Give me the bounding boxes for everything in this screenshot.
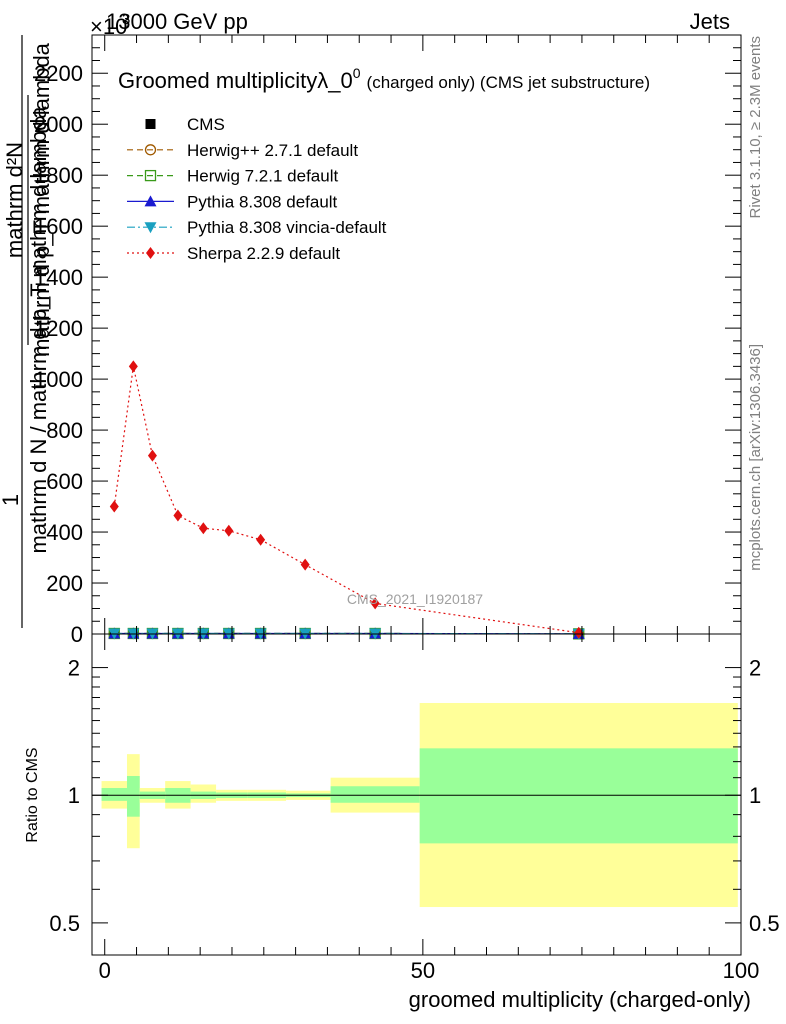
- main-axes: 0 200 400 600 800 1000 1200 1400 1600 1800 2000 220…: [34, 34, 742, 647]
- plot-title: Groomed multiplicityλ_00 (charged only) (…: [118, 65, 650, 93]
- legend-marker: [144, 169, 157, 182]
- main-y-tick-label: 1400: [34, 265, 83, 290]
- legend: CMS Herwig++ 2.7.1 default Herwig 7.2.1 de…: [127, 115, 387, 263]
- main-y-tick-label: 2200: [34, 61, 83, 86]
- main-y-tick-label: 1600: [34, 214, 83, 239]
- y-label-dN-top: mathrm d²N: [2, 142, 27, 258]
- data-point: [109, 500, 119, 513]
- legend-item: CMS: [145, 115, 225, 134]
- mcplots-label: mcplots.cern.ch [arXiv:1306.3436]: [747, 344, 764, 571]
- ratio-frame: [91, 633, 742, 956]
- legend-marker: [144, 144, 157, 156]
- ratio-y-tick-label: 2: [68, 656, 80, 681]
- legend-marker: [145, 119, 156, 129]
- ratio-y-tick-label-right: 0.5: [749, 911, 780, 936]
- ratio-x-tick-label: 50: [411, 958, 435, 983]
- legend-label: CMS: [187, 115, 225, 134]
- ratio-axes: 0.5 0.5 1 1 2 2 0 50 100: [49, 633, 780, 983]
- ratio-y-tick-label: 0.5: [49, 911, 80, 936]
- ratio-band-green: [330, 786, 420, 803]
- legend-label: Herwig++ 2.7.1 default: [187, 141, 358, 160]
- plot-title-suffix: (charged only) (CMS jet substructure): [367, 73, 650, 92]
- data-point: [173, 509, 183, 522]
- main-y-tick-label: 800: [46, 418, 83, 443]
- ratio-x-tick-label: 100: [723, 958, 760, 983]
- legend-item: Herwig 7.2.1 default: [127, 167, 338, 186]
- legend-item: Herwig++ 2.7.1 default: [127, 141, 358, 160]
- legend-marker: [146, 247, 155, 259]
- main-y-tick-label: 200: [46, 571, 83, 596]
- process-label: Jets: [690, 9, 730, 34]
- main-y-axis-label: 1 mathrm d²N mathrm d p_T mathrm d lambd…: [0, 35, 54, 628]
- series-sherpa-2-2-9-default: [109, 360, 584, 639]
- x-axis-label: groomed multiplicity (charged-only): [409, 987, 751, 1012]
- plot-title-main: Groomed multiplicityλ_0: [118, 68, 353, 93]
- ratio-bands: [101, 703, 738, 908]
- main-y-tick-label: 1000: [34, 367, 83, 392]
- ratio-x-tick-label: 0: [99, 958, 111, 983]
- main-y-tick-label: 0: [71, 622, 83, 647]
- legend-label: Sherpa 2.2.9 default: [187, 244, 340, 263]
- legend-label: Pythia 8.308 default: [187, 192, 338, 211]
- ratio-plot-panel: 0.5 0.5 1 1 2 2 0 50 100: [49, 633, 780, 983]
- data-point: [224, 524, 234, 537]
- main-y-tick-label: 1200: [34, 316, 83, 341]
- ratio-band-green: [126, 776, 140, 817]
- legend-marker: [144, 222, 157, 234]
- ratio-y-label: Ratio to CMS: [24, 747, 41, 842]
- data-point: [147, 449, 157, 462]
- watermark: CMS_2021_I1920187: [347, 591, 483, 607]
- legend-label: Pythia 8.308 vincia-default: [187, 218, 387, 237]
- legend-item: Pythia 8.308 vincia-default: [127, 218, 387, 237]
- legend-item: Sherpa 2.2.9 default: [127, 244, 340, 263]
- ratio-y-tick-label: 1: [68, 783, 80, 808]
- y-label-denominator: mathrm d N / mathrm d p_T mathrm d lambd…: [26, 106, 51, 554]
- y-label-sub-bottom: mathrm d p_T mathrm d lambda: [29, 42, 54, 357]
- ratio-y-tick-label-right: 1: [749, 783, 761, 808]
- y-label-numerator: 1: [0, 494, 23, 506]
- legend-label: Herwig 7.2.1 default: [187, 167, 338, 186]
- energy-label: 13000 GeV pp: [106, 9, 248, 34]
- main-y-tick-label: 2000: [34, 112, 83, 137]
- rivet-label: Rivet 3.1.10, ≥ 2.3M events: [747, 36, 764, 219]
- legend-marker: [144, 195, 157, 207]
- main-y-tick-label: 1800: [34, 163, 83, 188]
- series-line: [113, 366, 579, 634]
- main-y-tick-label: 400: [46, 520, 83, 545]
- data-point: [128, 360, 138, 373]
- ratio-band-green: [101, 788, 127, 801]
- scale-exponent: 3: [122, 11, 130, 28]
- legend-item: Pythia 8.308 default: [127, 192, 338, 211]
- main-plot-panel: 0 200 400 600 800 1000 1200 1400 1600 1800 2000 220…: [34, 34, 742, 647]
- main-y-tick-label: 600: [46, 469, 83, 494]
- plot-title-sup: 0: [353, 65, 361, 81]
- data-point: [198, 522, 208, 535]
- data-point: [370, 597, 380, 610]
- ratio-y-tick-label-right: 2: [749, 656, 761, 681]
- data-point: [256, 533, 266, 546]
- ratio-band-green: [419, 748, 738, 844]
- data-point: [574, 626, 584, 639]
- data-point: [300, 558, 310, 571]
